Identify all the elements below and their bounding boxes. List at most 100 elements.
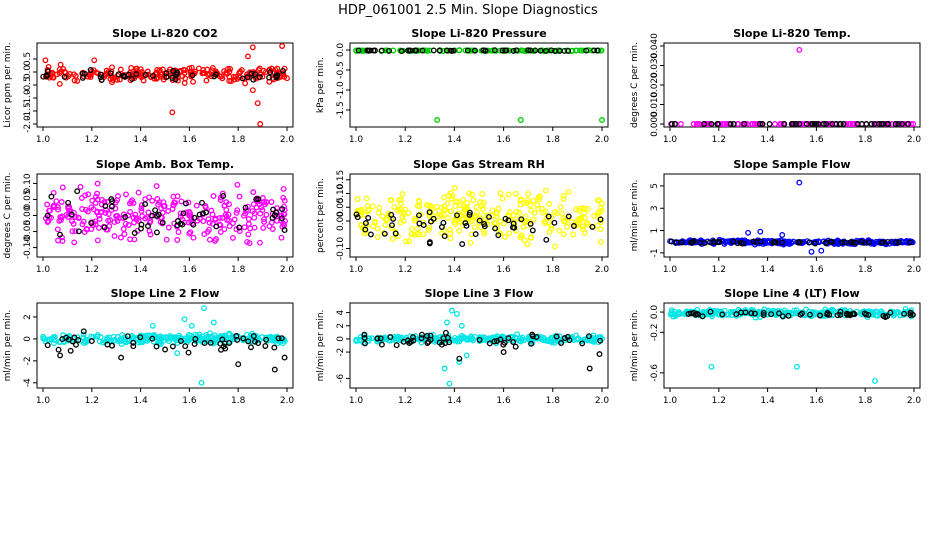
data-point bbox=[463, 352, 470, 359]
data-point bbox=[87, 67, 94, 73]
data-point bbox=[149, 322, 156, 329]
data-point bbox=[353, 337, 360, 344]
data-point bbox=[273, 72, 280, 79]
data-point bbox=[416, 220, 423, 227]
y-axis-label: degrees C per min. bbox=[630, 42, 640, 128]
data-point bbox=[771, 238, 778, 245]
data-point bbox=[233, 333, 240, 339]
x-tick-label: 1.6 bbox=[182, 396, 197, 406]
data-point bbox=[199, 199, 205, 206]
data-point bbox=[90, 67, 97, 74]
data-point bbox=[505, 191, 512, 198]
data-point bbox=[537, 47, 544, 54]
y-tick-label: -0.05 bbox=[23, 220, 33, 243]
data-point bbox=[448, 195, 455, 202]
data-point bbox=[111, 219, 118, 226]
data-point bbox=[824, 310, 831, 316]
data-point bbox=[459, 334, 466, 341]
data-point bbox=[426, 209, 433, 216]
data-point bbox=[220, 192, 227, 199]
data-point bbox=[741, 121, 748, 127]
data-point bbox=[525, 47, 532, 54]
data-point bbox=[449, 192, 456, 199]
data-point bbox=[130, 200, 137, 206]
plot-frame bbox=[36, 302, 294, 389]
data-point bbox=[71, 77, 78, 84]
data-point bbox=[147, 231, 154, 238]
data-point bbox=[553, 333, 560, 340]
x-tick-label: 1.2 bbox=[712, 265, 726, 275]
data-point bbox=[517, 196, 524, 203]
data-point bbox=[43, 73, 50, 80]
data-point bbox=[71, 239, 78, 246]
data-point bbox=[491, 338, 498, 345]
data-point bbox=[400, 209, 407, 216]
data-point bbox=[823, 121, 830, 127]
data-point bbox=[486, 340, 493, 347]
data-point bbox=[432, 209, 438, 216]
data-point bbox=[565, 48, 572, 54]
x-tick-label: 1.4 bbox=[760, 135, 775, 145]
data-point bbox=[159, 66, 166, 73]
data-point bbox=[561, 335, 568, 342]
data-point bbox=[541, 335, 548, 342]
data-point bbox=[570, 223, 577, 229]
data-point bbox=[77, 184, 84, 190]
data-point bbox=[411, 231, 418, 238]
data-point bbox=[591, 47, 598, 54]
data-point bbox=[491, 47, 498, 54]
series-reference bbox=[668, 238, 913, 247]
data-point bbox=[803, 121, 810, 127]
data-point bbox=[768, 311, 775, 318]
data-point bbox=[201, 305, 207, 312]
data-point bbox=[548, 213, 555, 220]
data-point bbox=[42, 57, 49, 64]
data-point bbox=[244, 74, 251, 81]
data-point bbox=[102, 209, 109, 216]
data-point bbox=[367, 231, 374, 238]
data-point bbox=[75, 228, 82, 235]
data-point bbox=[448, 208, 455, 215]
data-point bbox=[837, 311, 844, 318]
data-point bbox=[546, 201, 553, 208]
data-point bbox=[209, 64, 216, 71]
data-point bbox=[426, 240, 433, 247]
data-point bbox=[854, 121, 861, 127]
x-tick-label: 1.8 bbox=[546, 265, 561, 275]
y-tick-label: 4 bbox=[336, 309, 346, 315]
data-point bbox=[105, 217, 112, 224]
data-point bbox=[527, 220, 534, 227]
data-point bbox=[468, 218, 475, 225]
data-point bbox=[106, 334, 113, 341]
data-point bbox=[57, 231, 63, 238]
data-point bbox=[206, 236, 213, 243]
data-point bbox=[551, 243, 558, 250]
data-point bbox=[207, 339, 214, 346]
data-point bbox=[690, 121, 697, 127]
data-point bbox=[418, 335, 425, 342]
data-point bbox=[69, 218, 75, 225]
data-point bbox=[760, 309, 767, 316]
series-main bbox=[668, 46, 917, 127]
data-point bbox=[219, 214, 226, 221]
data-point bbox=[256, 74, 263, 81]
data-point bbox=[517, 117, 524, 123]
y-tick-label: 0.040 bbox=[650, 33, 660, 59]
data-point bbox=[281, 354, 288, 361]
data-point bbox=[354, 196, 361, 203]
y-tick-label: 0.0 bbox=[650, 305, 660, 320]
data-point bbox=[374, 234, 381, 241]
data-point bbox=[559, 210, 565, 217]
data-point bbox=[242, 204, 249, 211]
x-tick-label: 1.6 bbox=[182, 135, 197, 145]
data-point bbox=[233, 209, 240, 216]
y-axis-label: degrees C per min. bbox=[3, 173, 13, 259]
data-point bbox=[69, 228, 76, 235]
data-point bbox=[579, 205, 586, 212]
data-point bbox=[223, 206, 230, 213]
data-point bbox=[89, 197, 96, 204]
data-point bbox=[738, 309, 745, 316]
data-point bbox=[234, 207, 241, 214]
data-point bbox=[260, 224, 267, 231]
